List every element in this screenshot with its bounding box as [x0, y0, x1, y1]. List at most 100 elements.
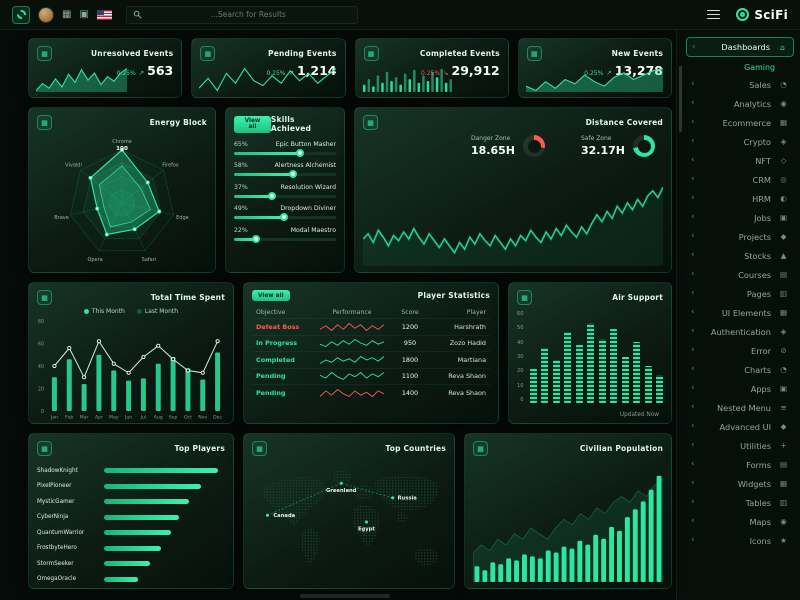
sidebar-item-tables[interactable]: ‹ Tables ▥: [686, 493, 794, 512]
map-marker-egypt[interactable]: [364, 519, 369, 525]
air-support-chart: 60 50 40 30 20 10 0: [517, 311, 664, 403]
legend-item[interactable]: This Month: [83, 308, 125, 315]
apps-grid-icon[interactable]: ▦: [62, 8, 72, 20]
sidebar-item-nested-menu[interactable]: ‹ Nested Menu ≡: [686, 398, 794, 417]
map-marker-canada[interactable]: [265, 512, 270, 518]
sidebar-item-authentication[interactable]: ‹ Authentication ◈: [686, 322, 794, 341]
player-bar-row[interactable]: QuantumWarrior: [37, 525, 225, 541]
skill-slider[interactable]: [234, 148, 336, 157]
sidebar-item-courses[interactable]: ‹ Courses ▤: [686, 265, 794, 284]
sidebar-item-error[interactable]: ‹ Error ⊘: [686, 341, 794, 360]
sidebar-item-jobs[interactable]: ‹ Jobs ▣: [686, 208, 794, 227]
svg-text:Brave: Brave: [54, 215, 69, 221]
sidebar-item-ecommerce[interactable]: ‹ Ecommerce ▦: [686, 113, 794, 132]
map-marker-russia[interactable]: [390, 495, 395, 501]
column-header: Player: [466, 308, 486, 316]
table-row[interactable]: Pending 1100 Reva Shaon: [252, 367, 490, 385]
table-row[interactable]: Pending 1400 Reva Shaon: [252, 384, 490, 401]
language-flag-icon[interactable]: [96, 9, 112, 20]
widgets-grid-icon[interactable]: ▣: [79, 8, 89, 20]
map-marker-greenland[interactable]: [338, 481, 344, 486]
sidebar-item-projects[interactable]: ‹ Projects ◆: [686, 227, 794, 246]
chevron-left-icon: ‹: [691, 402, 695, 412]
sidebar-item-label: Error: [751, 345, 771, 356]
sidebar-item-ui-elements[interactable]: ‹ UI Elements ▦: [686, 303, 794, 322]
slider-knob[interactable]: [296, 148, 305, 157]
sidebar-item-sales[interactable]: ‹ Sales ◔: [686, 75, 794, 94]
skill-slider[interactable]: [234, 213, 336, 222]
sidebar-item-charts[interactable]: ‹ Charts ◔: [686, 360, 794, 379]
sidebar-item-apps[interactable]: ‹ Apps ▣: [686, 379, 794, 398]
stat-card-pending-events: ▦ Pending Events 0.25% ↗ 1,214: [191, 38, 346, 98]
sidebar-item-label: Dashboards: [721, 42, 770, 52]
player-bar-row[interactable]: FrostbyteHero: [37, 541, 225, 557]
legend-item[interactable]: Last Month: [136, 308, 178, 315]
player-bar-row[interactable]: CyberNinja: [37, 510, 225, 526]
chart-svg: [319, 355, 385, 364]
player-bar-row[interactable]: OmegaOracle: [37, 572, 225, 588]
sidebar-item-hrm[interactable]: ‹ HRM ◐: [686, 189, 794, 208]
view-all-button[interactable]: View all: [234, 115, 271, 133]
logo[interactable]: SciFi: [736, 8, 788, 22]
avatar[interactable]: [38, 6, 54, 23]
top-players-list: ShadowKnight PixelPioneer MysticGamer Cyber…: [37, 463, 225, 587]
sidebar-item-widgets[interactable]: ‹ Widgets ▦: [686, 474, 794, 493]
svg-text:20: 20: [38, 387, 44, 393]
search-input[interactable]: [145, 10, 351, 19]
player-bar: [104, 514, 180, 520]
sidebar-item-stocks[interactable]: ‹ Stocks ▲: [686, 246, 794, 265]
sidebar-item-label: Icons: [749, 535, 771, 546]
sidebar-item-nft[interactable]: ‹ NFT ◇: [686, 151, 794, 170]
card-total-time-spent: ▦ Total Time Spent This Month Last Month …: [28, 282, 234, 424]
sidebar-item-pages[interactable]: ‹ Pages ▥: [686, 284, 794, 303]
view-all-button[interactable]: View all: [252, 290, 290, 301]
horizontal-scrollbar[interactable]: [300, 594, 390, 598]
sidebar-item-crypto[interactable]: ‹ Crypto ◈: [686, 132, 794, 151]
sidebar-item-maps[interactable]: ‹ Maps ◉: [686, 512, 794, 531]
map-label: Russia: [398, 496, 418, 502]
sidebar-item-gaming[interactable]: Gaming: [686, 59, 794, 75]
sidebar-item-icons[interactable]: ‹ Icons ★: [686, 531, 794, 550]
settings-icon[interactable]: [12, 5, 30, 24]
time-spent-chart: 0 20 40 60 80 Jan Feb Mar Apr May Jun Jul Aug Sep Oct N…: [34, 318, 228, 420]
skill-slider[interactable]: [234, 234, 336, 243]
player-bar-row[interactable]: MysticGamer: [37, 494, 225, 510]
sidebar-item-crm[interactable]: ‹ CRM ◎: [686, 170, 794, 189]
card-title: Skills Achieved: [270, 115, 312, 133]
skill-row: 65% Epic Button Masher: [234, 141, 336, 157]
charts-icon: ◔: [780, 365, 787, 374]
sidebar-scrollbar[interactable]: [679, 66, 682, 132]
table-row[interactable]: Defeat Boss 1200 Harshrath: [252, 318, 490, 335]
skill-slider[interactable]: [234, 191, 336, 200]
hrm-icon: ◐: [780, 194, 787, 203]
sidebar-item-advanced-ui[interactable]: ‹ Advanced UI ◆: [686, 417, 794, 436]
table-row[interactable]: Completed 1800 Martiana: [252, 351, 490, 368]
sidebar-item-label: HRM: [752, 193, 771, 204]
menu-icon[interactable]: [707, 9, 721, 20]
y-tick: 60: [517, 311, 524, 317]
sidebar-item-dashboards[interactable]: ‹ Dashboards ⌂: [686, 37, 794, 57]
objective-cell: Pending: [256, 372, 286, 381]
sales-icon: ◔: [780, 80, 787, 89]
chevron-left-icon: ‹: [691, 364, 695, 374]
slider-knob[interactable]: [252, 234, 261, 243]
svg-text:Jan: Jan: [50, 415, 58, 421]
sidebar-item-forms[interactable]: ‹ Forms ▤: [686, 455, 794, 474]
svg-text:Mar: Mar: [80, 415, 89, 421]
skill-percent: 49%: [234, 205, 248, 212]
svg-text:Firefox: Firefox: [162, 162, 179, 168]
player-bar-row[interactable]: ShadowKnight: [37, 463, 225, 479]
player-bar-row[interactable]: PixelPioneer: [37, 479, 225, 495]
skill-slider[interactable]: [234, 170, 336, 179]
slider-knob[interactable]: [289, 170, 298, 179]
y-tick: 20: [517, 368, 524, 375]
sidebar-item-utilities[interactable]: ‹ Utilities +: [686, 436, 794, 455]
sidebar-item-analytics[interactable]: ‹ Analytics ◉: [686, 94, 794, 113]
table-row[interactable]: In Progress 950 Zozo Hadid: [252, 334, 490, 352]
slider-knob[interactable]: [279, 213, 288, 222]
player-bar-row[interactable]: StormSeeker: [37, 556, 225, 572]
air-bar: [541, 347, 549, 403]
player-name: QuantumWarrior: [37, 529, 85, 536]
slider-knob[interactable]: [267, 191, 276, 200]
crm-icon: ◎: [780, 175, 787, 184]
